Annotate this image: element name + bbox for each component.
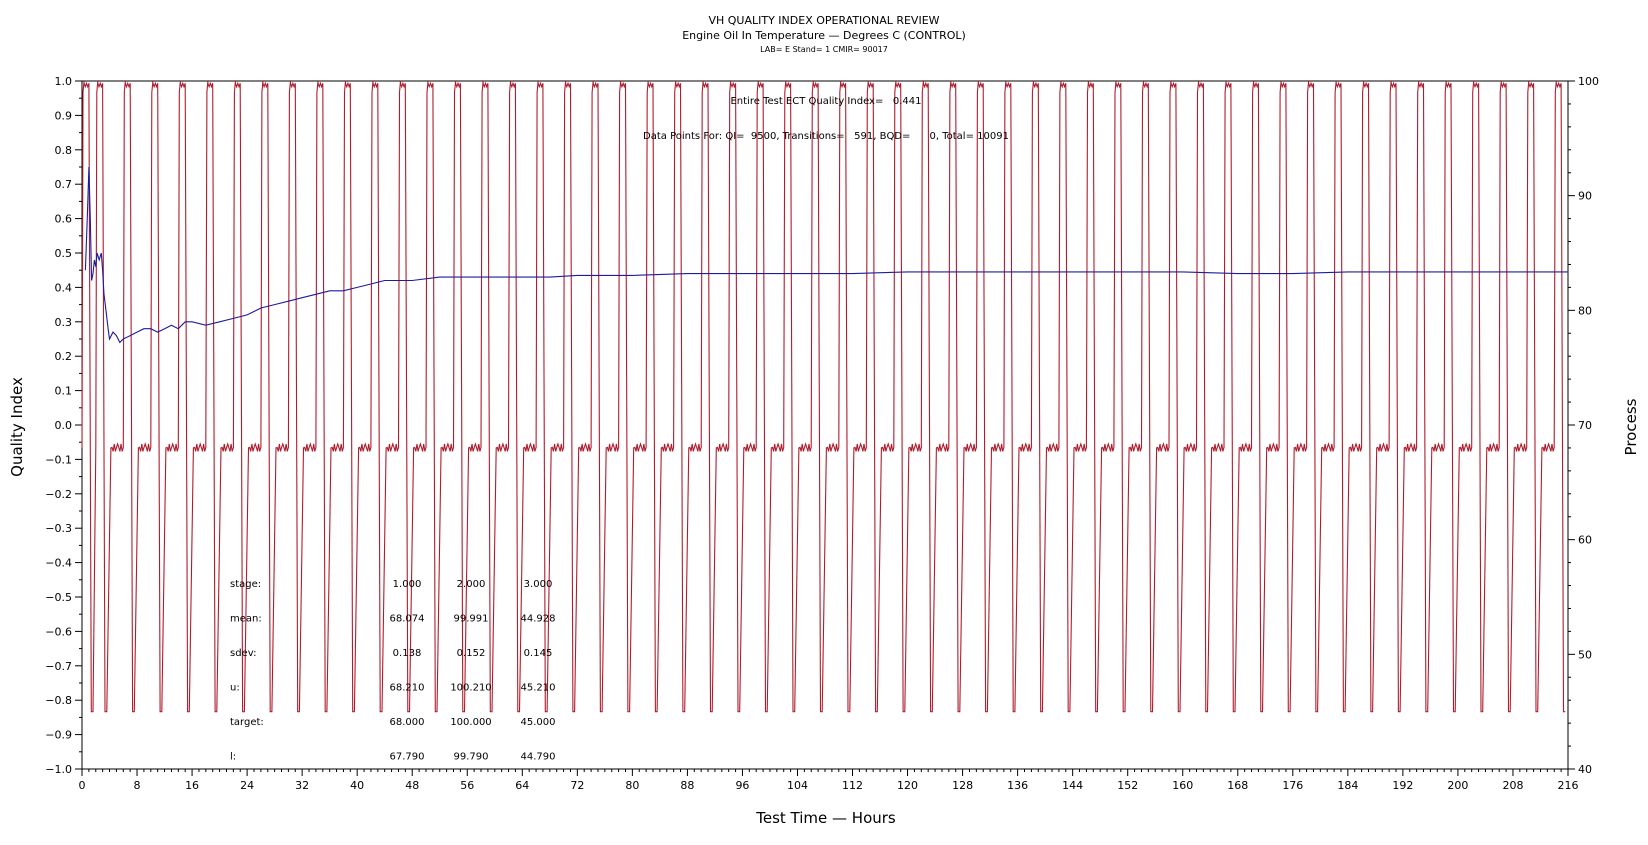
y-tick-label: 0.2 bbox=[55, 350, 73, 363]
chart-title: VH QUALITY INDEX OPERATIONAL REVIEW bbox=[708, 14, 939, 27]
y-tick-label: −1.0 bbox=[45, 763, 72, 776]
y2-tick-label: 70 bbox=[1578, 419, 1592, 432]
stats-value: 0.152 bbox=[457, 648, 486, 659]
x-tick-label: 192 bbox=[1392, 779, 1413, 792]
x-tick-label: 144 bbox=[1062, 779, 1083, 792]
y-tick-label: −0.2 bbox=[45, 488, 72, 501]
y-tick-label: −0.9 bbox=[45, 729, 72, 742]
x-tick-label: 88 bbox=[680, 779, 694, 792]
y2-axis-label: Process bbox=[1622, 398, 1640, 455]
y-tick-label: 0.5 bbox=[55, 247, 73, 260]
stats-value: 3.000 bbox=[524, 579, 553, 590]
x-tick-label: 184 bbox=[1337, 779, 1358, 792]
stats-row-label: l: bbox=[230, 752, 236, 763]
x-axis-label: Test Time — Hours bbox=[755, 809, 896, 827]
x-tick-label: 56 bbox=[460, 779, 474, 792]
x-tick-label: 8 bbox=[134, 779, 141, 792]
stats-value: 68.074 bbox=[390, 614, 425, 625]
plot-area bbox=[81, 80, 1569, 770]
x-tick-label: 64 bbox=[515, 779, 529, 792]
y-tick-label: 0.0 bbox=[55, 419, 73, 432]
series-layer bbox=[81, 80, 1568, 713]
stats-row-label: target: bbox=[230, 717, 264, 728]
y-tick-label: 0.4 bbox=[55, 281, 73, 294]
x-tick-label: 32 bbox=[295, 779, 309, 792]
y-axis-label: Quality Index bbox=[8, 377, 26, 477]
y-tick-label: −0.8 bbox=[45, 694, 72, 707]
x-tick-label: 152 bbox=[1117, 779, 1138, 792]
y-tick-label: 0.9 bbox=[55, 109, 73, 122]
stats-value: 45.000 bbox=[521, 717, 556, 728]
stats-value: 0.145 bbox=[524, 648, 553, 659]
x-tick-label: 24 bbox=[240, 779, 254, 792]
data-points-annotation: Data Points For: QI= 9500, Transitions= … bbox=[643, 131, 1009, 142]
y2-tick-label: 90 bbox=[1578, 190, 1592, 203]
y-tick-label: 1.0 bbox=[55, 75, 73, 88]
x-tick-label: 72 bbox=[570, 779, 584, 792]
stats-value: 0.138 bbox=[393, 648, 422, 659]
chart-subtitle: Engine Oil In Temperature — Degrees C (C… bbox=[682, 29, 966, 42]
axis-ticks: 0 8 16 24 32 40 48 56 64 72 80 88 96 104 112 120 128 136 1… bbox=[45, 75, 1599, 792]
x-tick-label: 80 bbox=[625, 779, 639, 792]
x-tick-label: 168 bbox=[1227, 779, 1248, 792]
stats-value: 44.790 bbox=[521, 752, 556, 763]
y-tick-label: −0.4 bbox=[45, 557, 72, 570]
y-tick-label: 0.7 bbox=[55, 178, 73, 191]
plot-frame bbox=[81, 80, 1569, 770]
x-tick-label: 40 bbox=[350, 779, 364, 792]
stats-row-label: sdev: bbox=[230, 648, 256, 659]
x-tick-label: 104 bbox=[787, 779, 808, 792]
y-tick-label: −0.5 bbox=[45, 591, 72, 604]
stats-value: 100.000 bbox=[450, 717, 491, 728]
stats-value: 2.000 bbox=[457, 579, 486, 590]
stats-value: 99.790 bbox=[454, 752, 489, 763]
y2-tick-label: 100 bbox=[1578, 75, 1599, 88]
x-tick-label: 208 bbox=[1502, 779, 1523, 792]
y-tick-label: 0.3 bbox=[55, 316, 73, 329]
y2-tick-label: 60 bbox=[1578, 534, 1592, 547]
chart-subtitle-2: LAB= E Stand= 1 CMIR= 90017 bbox=[760, 45, 888, 54]
stats-row-label: stage: bbox=[230, 579, 261, 590]
y2-tick-label: 40 bbox=[1578, 763, 1592, 776]
stats-value: 45.210 bbox=[521, 683, 556, 694]
series-line-quality-index bbox=[84, 166, 1568, 344]
x-tick-label: 160 bbox=[1172, 779, 1193, 792]
x-tick-label: 0 bbox=[79, 779, 86, 792]
x-tick-label: 216 bbox=[1558, 779, 1579, 792]
y2-tick-label: 80 bbox=[1578, 304, 1592, 317]
y-tick-label: 0.6 bbox=[55, 213, 73, 226]
y-tick-label: 0.8 bbox=[55, 144, 73, 157]
stats-value: 44.928 bbox=[521, 614, 556, 625]
y-tick-label: −0.1 bbox=[45, 453, 72, 466]
stats-value: 68.210 bbox=[390, 683, 425, 694]
x-tick-label: 200 bbox=[1447, 779, 1468, 792]
x-tick-label: 128 bbox=[952, 779, 973, 792]
y2-tick-label: 50 bbox=[1578, 648, 1592, 661]
qi-annotation: Entire Test ECT Quality Index= 0.441 bbox=[730, 96, 921, 107]
y-tick-label: −0.6 bbox=[45, 625, 72, 638]
stats-value: 100.210 bbox=[450, 683, 491, 694]
x-tick-label: 16 bbox=[185, 779, 199, 792]
stats-row-label: u: bbox=[230, 683, 240, 694]
stats-value: 68.000 bbox=[390, 717, 425, 728]
stats-value: 99.991 bbox=[454, 614, 489, 625]
y-tick-label: 0.1 bbox=[55, 385, 73, 398]
x-tick-label: 112 bbox=[842, 779, 863, 792]
y-tick-label: −0.7 bbox=[45, 660, 72, 673]
x-tick-label: 120 bbox=[897, 779, 918, 792]
stats-table: stage: 1.000 2.000 3.000 mean: 68.074 99.991 44… bbox=[230, 579, 556, 763]
x-tick-label: 48 bbox=[405, 779, 419, 792]
stats-value: 1.000 bbox=[393, 579, 422, 590]
x-tick-label: 136 bbox=[1007, 779, 1028, 792]
series-line-process bbox=[81, 80, 1566, 713]
x-tick-label: 176 bbox=[1282, 779, 1303, 792]
stats-value: 67.790 bbox=[390, 752, 425, 763]
y-tick-label: −0.3 bbox=[45, 522, 72, 535]
stats-row-label: mean: bbox=[230, 614, 262, 625]
x-tick-label: 96 bbox=[735, 779, 749, 792]
